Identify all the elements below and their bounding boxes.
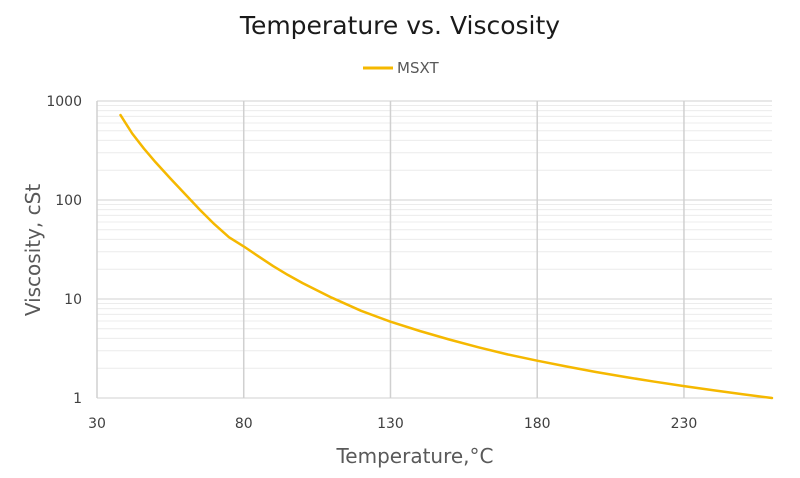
minor-gridlines <box>97 105 772 369</box>
series-layer <box>119 113 774 400</box>
x-tick-label: 30 <box>88 416 106 432</box>
y-tick-label: 100 <box>55 193 82 209</box>
x-tick-label: 180 <box>524 416 551 432</box>
legend: MSXT <box>363 59 439 77</box>
series-line-msxt <box>119 113 774 400</box>
x-axis-label: Temperature,°C <box>335 444 493 468</box>
y-tick-label: 1000 <box>46 94 82 110</box>
y-tick-label: 1 <box>73 391 82 407</box>
major-gridlines <box>96 100 772 399</box>
x-tick-label: 130 <box>377 416 404 432</box>
y-axis-label: Viscosity, cSt <box>21 184 45 317</box>
legend-label-msxt: MSXT <box>397 59 439 77</box>
x-tick-label: 80 <box>235 416 253 432</box>
chart-title: Temperature vs. Viscosity <box>239 11 560 40</box>
tick-labels: 1 10 100 1000 30 80 130 180 230 <box>46 94 697 432</box>
y-tick-label: 10 <box>64 292 82 308</box>
x-tick-label: 230 <box>671 416 698 432</box>
